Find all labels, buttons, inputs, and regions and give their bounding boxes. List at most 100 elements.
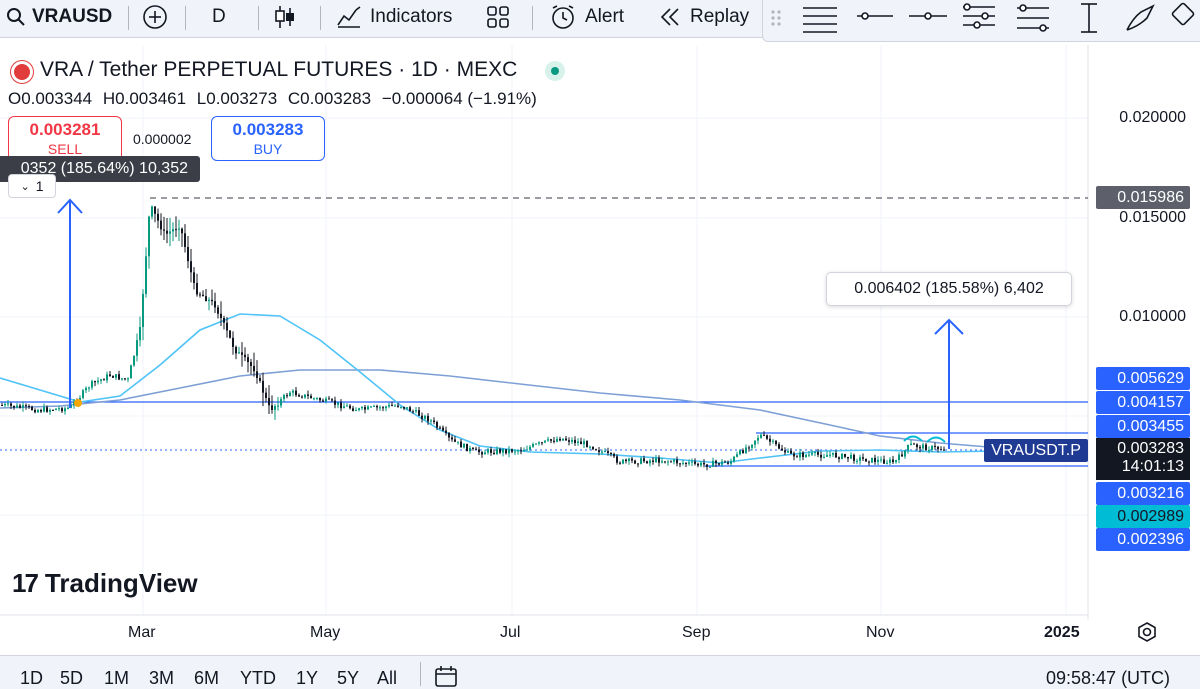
candle-body: [100, 379, 102, 381]
candle-body: [307, 394, 309, 396]
candle-body: [910, 443, 912, 445]
candle-body: [565, 438, 567, 441]
range-1d[interactable]: 1D: [20, 668, 44, 688]
ma-slow-line[interactable]: [0, 369, 1089, 453]
candle-body: [682, 462, 684, 464]
candle-body: [226, 322, 228, 331]
collapse-legend-button[interactable]: ⌄ 1: [8, 174, 56, 198]
replay-icon: [660, 8, 679, 26]
candle-body: [37, 410, 39, 413]
tag-level-4[interactable]: 0.003216: [1096, 482, 1190, 505]
measure-icon[interactable]: [1081, 3, 1097, 33]
buy-button[interactable]: 0.003283 BUY: [211, 116, 325, 161]
candle-body: [907, 444, 909, 451]
sell-button[interactable]: 0.003281 SELL: [8, 116, 122, 161]
candle-body: [229, 330, 231, 338]
range-all[interactable]: All: [377, 668, 398, 688]
candle-body: [571, 439, 573, 442]
tag-level-3[interactable]: 0.003455: [1096, 415, 1190, 438]
candle-body: [658, 457, 660, 463]
market-status-dot[interactable]: [545, 61, 565, 81]
horizontal-ray-icon[interactable]: [803, 7, 837, 33]
range-1y[interactable]: 1Y: [296, 668, 319, 688]
regression-icon[interactable]: [1017, 4, 1049, 32]
candle-body: [709, 466, 711, 468]
erase-icon[interactable]: [1171, 2, 1195, 26]
parallel-channel-icon[interactable]: [963, 3, 995, 29]
countdown: 14:01:13: [1121, 458, 1184, 475]
candle-body: [355, 410, 357, 412]
event-marker[interactable]: [74, 399, 82, 407]
candle-body: [517, 450, 519, 452]
candle-body: [499, 449, 501, 453]
symbol-tag-text: VRAUSDT.P: [991, 441, 1081, 459]
candle-body: [829, 454, 831, 456]
candle-body: [7, 403, 9, 405]
range-6m[interactable]: 6M: [194, 668, 220, 688]
brush-icon[interactable]: [1126, 4, 1155, 31]
top-arc-1[interactable]: [903, 435, 923, 442]
candle-body: [601, 451, 603, 453]
horizontal-line-icon[interactable]: [857, 12, 893, 20]
symbol-tag[interactable]: VRAUSDT.P: [984, 439, 1088, 462]
candle-body: [160, 220, 162, 230]
tag-level-2[interactable]: 0.004157: [1096, 391, 1190, 414]
range-5y[interactable]: 5Y: [337, 668, 360, 688]
candle-body: [649, 460, 651, 464]
top-arc-2[interactable]: [926, 436, 946, 443]
candle-body: [292, 390, 294, 393]
compare-button[interactable]: [142, 0, 168, 34]
utc-clock[interactable]: 09:58:47 (UTC): [1046, 668, 1171, 688]
candle-body: [286, 395, 288, 397]
candle-body: [91, 381, 93, 388]
candle-body: [175, 229, 177, 231]
candle-body: [778, 444, 780, 449]
candle-body: [13, 405, 15, 408]
ray-icon[interactable]: [909, 12, 947, 20]
measure-right-label[interactable]: 0.006402 (185.58%) 6,402: [826, 272, 1072, 306]
candle-body: [883, 459, 885, 464]
ma-fast-line[interactable]: [0, 313, 1001, 464]
candle-body: [430, 420, 432, 422]
symbol-search[interactable]: VRAUSD: [6, 0, 112, 34]
candle-body: [550, 439, 552, 441]
candle-body: [808, 454, 810, 456]
range-ytd[interactable]: YTD: [240, 668, 276, 688]
candle-body: [316, 398, 318, 400]
candle-body: [814, 452, 816, 454]
candle-body: [220, 313, 222, 319]
legend-title[interactable]: VRA / Tether PERPETUAL FUTURES · 1D · ME…: [40, 58, 518, 81]
candle-body: [346, 405, 348, 407]
candle-body: [334, 400, 336, 405]
range-3m[interactable]: 3M: [149, 668, 175, 688]
grid-handle-icon[interactable]: [771, 10, 781, 26]
range-1m[interactable]: 1M: [104, 668, 130, 688]
interval-button[interactable]: D: [212, 0, 226, 34]
candle-body: [865, 458, 867, 462]
candle-body: [109, 374, 111, 376]
tag-level-1[interactable]: 0.005629: [1096, 367, 1190, 390]
candle-body: [901, 454, 903, 457]
chart-settings-icon[interactable]: [1137, 622, 1157, 642]
replay-button[interactable]: Replay: [658, 0, 749, 34]
candle-body: [205, 296, 207, 302]
last-price-tag[interactable]: 0.003283 14:01:13: [1096, 438, 1190, 480]
candle-body: [628, 458, 630, 462]
candle-body: [832, 452, 834, 455]
candle-body: [448, 433, 450, 438]
candles[interactable]: [1, 205, 945, 471]
range-5d[interactable]: 5D: [60, 668, 84, 688]
chart-type-button[interactable]: [274, 0, 296, 34]
indicators-button[interactable]: Indicators: [336, 0, 452, 34]
goto-date-button[interactable]: [434, 664, 458, 689]
candle-body: [706, 464, 708, 467]
measure-right-text: 0.006402 (185.58%) 6,402: [854, 280, 1044, 297]
tag-ma[interactable]: 0.002989: [1096, 505, 1190, 528]
tag-level-5[interactable]: 0.002396: [1096, 528, 1190, 551]
alert-button[interactable]: Alert: [549, 0, 624, 34]
layouts-button[interactable]: [486, 0, 510, 34]
tag-high[interactable]: 0.015986: [1096, 186, 1190, 209]
candle-body: [646, 461, 648, 464]
